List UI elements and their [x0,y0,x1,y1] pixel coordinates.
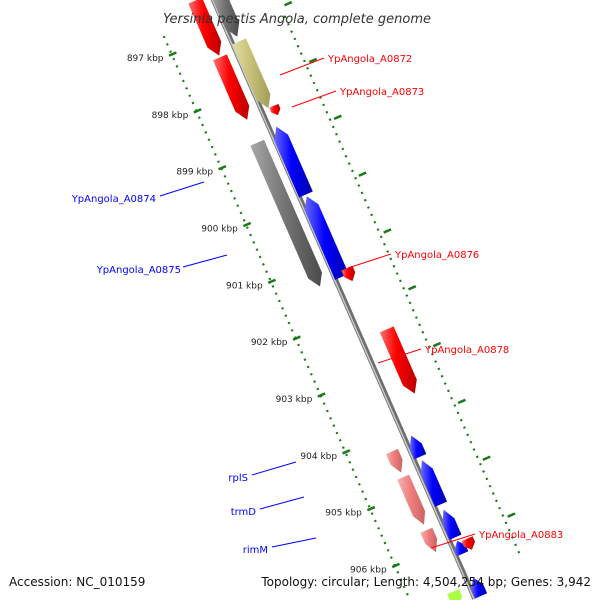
tick-mark [407,285,417,291]
label-layer: YpAngola_A0872 YpAngola_A0873 YpAngola_A08… [71,54,564,556]
gene-label-ypangola_a0873[interactable]: YpAngola_A0873 [339,87,424,98]
tick-label: 899 kbp [176,168,213,178]
tick-label: 904 kbp [300,452,337,462]
tick-mark [317,392,326,398]
gene-arrow-gray[interactable] [210,0,240,37]
tick-mark [507,512,516,518]
gene-label-ypangola_a0872[interactable]: YpAngola_A0872 [327,54,412,65]
tick-label: 905 kbp [325,509,362,519]
leader-line [430,533,476,549]
scale-line-inner [162,35,412,600]
gene-label-ypangola_a0883[interactable]: YpAngola_A0883 [478,530,563,541]
leader-line [347,253,392,269]
tick-label: 902 kbp [251,338,288,348]
tick-mark [168,51,177,57]
map-title: Yersinia pestis Angola, complete genome [163,12,431,27]
tick-mark [432,341,442,348]
tick-label: 903 kbp [276,395,313,405]
leader-line [291,90,337,108]
gene-arrow-red[interactable] [461,536,475,550]
gene-label-trmd[interactable]: trmD [231,507,257,518]
tick-mark [366,505,376,512]
tick-label: 901 kbp [226,281,263,291]
gene-arrow-red[interactable] [341,265,356,282]
gene-arrow-pink[interactable] [397,474,426,525]
gene-arrow-green[interactable] [447,589,463,600]
gene-arrow-red[interactable] [379,326,417,394]
gene-arrow-pink[interactable] [386,448,403,473]
tick-label: 897 kbp [127,54,164,64]
gene-arrow-red[interactable] [269,103,281,116]
feature-layer [188,0,488,600]
scale-layer: 897 kbp 898 kbp 899 kbp 900 kbp 901 kbp 902 k… [127,0,522,600]
gene-label-ypangola_a0876[interactable]: YpAngola_A0876 [394,250,479,261]
gene-label-rpls[interactable]: rplS [228,473,248,484]
tick-mark [358,171,367,177]
tick-label: 906 kbp [350,565,387,575]
tick-mark [242,221,252,228]
gene-arrow-red[interactable] [188,0,222,56]
tick-mark [457,398,466,405]
tick-mark [342,449,351,455]
leader-line [279,57,325,76]
leader-line [251,461,297,476]
tick-label: 898 kbp [152,111,189,121]
gene-arrow-blue[interactable] [442,509,462,540]
tick-mark [292,335,301,341]
gene-arrow-blue[interactable] [471,577,488,599]
tick-mark [333,114,342,121]
tick-mark [267,278,277,285]
gene-arrow-red[interactable] [213,54,250,120]
tick-mark [391,562,401,569]
tick-mark [283,0,293,7]
tick-mark [193,108,202,114]
gene-label-ypangola_a0878[interactable]: YpAngola_A0878 [424,345,509,356]
tick-mark [482,455,491,461]
gene-arrow-blue[interactable] [409,435,427,460]
accession-text: Accession: NC_010159 [9,575,146,589]
gene-arrow-pink[interactable] [420,527,438,553]
leader-line [271,537,317,548]
tick-mark [308,57,318,64]
leader-line [159,181,205,197]
leader-line [377,348,422,364]
gene-arrow-gray[interactable] [250,139,322,287]
gene-arrow-blue[interactable] [304,196,349,280]
gene-arrow-olive[interactable] [232,38,271,109]
gene-arrow-blue[interactable] [274,126,313,198]
tick-mark [383,228,392,234]
gene-label-ypangola_a0874[interactable]: YpAngola_A0874 [71,194,156,205]
leader-line [182,254,228,268]
genome-stats-text: Topology: circular; Length: 4,504,254 bp… [261,575,591,589]
leader-line [259,496,305,510]
genome-backbone-highlight [211,0,475,599]
gene-label-ypangola_a0875[interactable]: YpAngola_A0875 [96,265,181,276]
tick-label: 900 kbp [201,225,238,235]
gene-label-rimm[interactable]: rimM [243,545,268,556]
gene-arrow-blue[interactable] [420,460,448,507]
tick-mark [218,164,227,171]
